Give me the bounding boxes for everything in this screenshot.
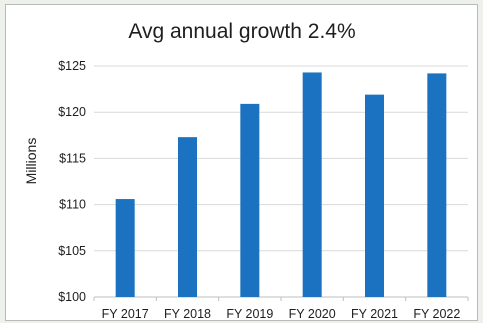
y-axis-title: Millions (23, 138, 39, 185)
bar (240, 103, 260, 297)
x-tick-label: FY 2021 (351, 307, 398, 321)
x-tick-label: FY 2020 (289, 307, 336, 321)
x-tick-label: FY 2018 (164, 307, 211, 321)
y-axis-ticks: $100 $105 $110 $115 $120 $125 (58, 59, 86, 304)
gridlines (94, 65, 468, 298)
y-tick-label: $125 (58, 59, 86, 73)
x-tick-label: FY 2019 (226, 307, 273, 321)
bars (115, 72, 447, 297)
y-tick-label: $110 (59, 198, 86, 212)
bar (115, 199, 135, 297)
chart-title: Avg annual growth 2.4% (128, 20, 355, 43)
x-tick-label: FY 2022 (413, 307, 460, 321)
chart-card: Avg annual growth 2.4% Millions $100 $105… (5, 4, 478, 321)
bar (365, 94, 384, 297)
bar (427, 73, 447, 297)
x-axis-ticks: FY 2017 FY 2018 FY 2019 FY 2020 FY 2021 FY 20… (93, 297, 469, 321)
y-tick-label: $100 (58, 290, 86, 304)
bar (178, 137, 197, 297)
y-tick-label: $105 (58, 244, 86, 258)
y-tick-label: $120 (58, 105, 86, 119)
x-tick-label: FY 2017 (102, 307, 149, 321)
bar-chart: Avg annual growth 2.4% Millions $100 $105… (23, 20, 469, 321)
bar (302, 72, 322, 297)
y-tick-label: $115 (59, 151, 86, 165)
